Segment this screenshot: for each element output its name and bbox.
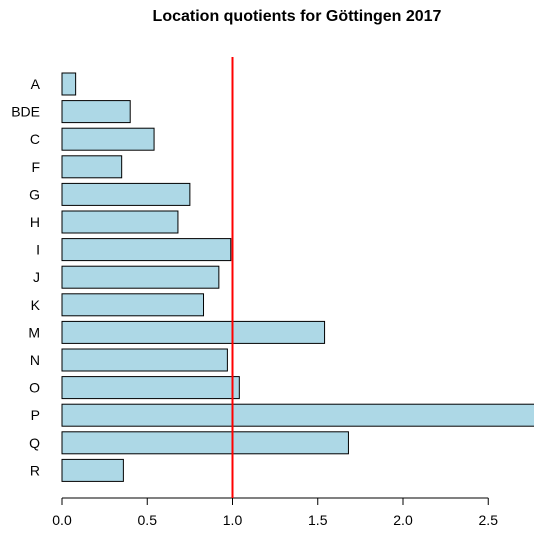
bar-m — [61, 320, 326, 344]
x-tick-label-2: 1.0 — [223, 512, 243, 528]
bar-g — [61, 182, 191, 206]
bar-h — [61, 210, 179, 234]
category-label-j: J — [33, 269, 40, 285]
bar-k — [61, 293, 205, 317]
bar-i — [61, 238, 232, 262]
category-label-h: H — [30, 214, 40, 230]
bar-bde — [61, 100, 131, 124]
category-label-c: C — [30, 131, 40, 147]
category-label-k: K — [31, 297, 41, 313]
bar-a — [61, 72, 77, 96]
bar-c — [61, 127, 155, 151]
x-tick-label-1: 0.5 — [138, 512, 158, 528]
bar-o — [61, 376, 240, 400]
category-label-bde: BDE — [11, 104, 40, 120]
category-label-f: F — [31, 159, 40, 175]
bar-n — [61, 348, 228, 372]
bar-r — [61, 458, 124, 482]
x-tick-label-4: 2.0 — [393, 512, 413, 528]
category-label-r: R — [30, 462, 40, 478]
x-tick-label-3: 1.5 — [308, 512, 328, 528]
bar-q — [61, 431, 349, 455]
bar-f — [61, 155, 123, 179]
category-label-p: P — [31, 407, 40, 423]
category-label-g: G — [29, 186, 40, 202]
category-label-i: I — [36, 242, 40, 258]
x-tick-label-5: 2.5 — [479, 512, 499, 528]
chart-title: Location quotients for Göttingen 2017 — [152, 8, 442, 25]
x-tick-label-0: 0.0 — [52, 512, 72, 528]
category-label-o: O — [29, 380, 40, 396]
category-label-m: M — [28, 324, 40, 340]
category-label-q: Q — [29, 435, 40, 451]
category-label-n: N — [30, 352, 40, 368]
bar-j — [61, 265, 220, 289]
category-label-a: A — [31, 76, 41, 92]
bar-p — [61, 403, 534, 427]
